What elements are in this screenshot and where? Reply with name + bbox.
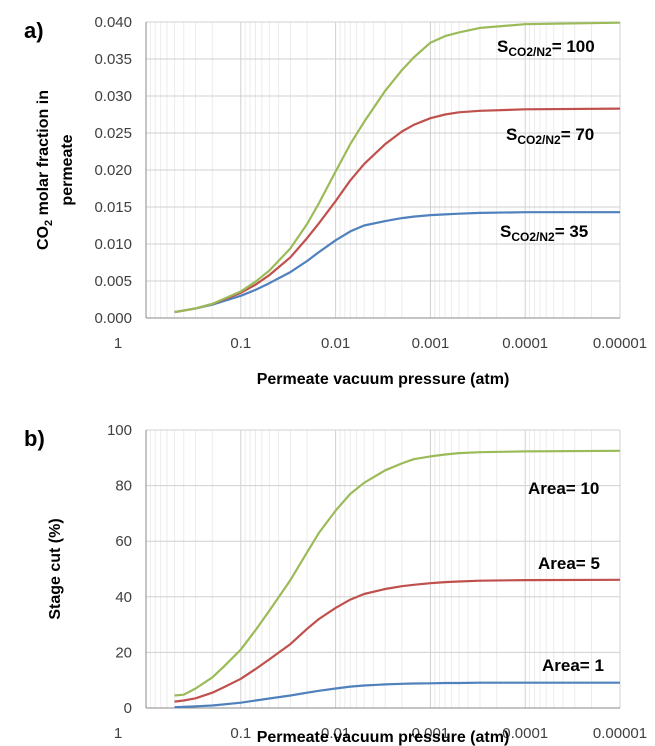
series-line-1: [174, 681, 620, 709]
series-annotation: Area= 10: [528, 479, 599, 498]
series-line-1: [174, 211, 620, 314]
x-tick-label: 0.01: [321, 725, 350, 742]
y-axis-title: Stage cut (%): [47, 518, 64, 619]
x-tick-label: 0.00001: [593, 725, 647, 742]
y-tick-label: 20: [115, 644, 132, 661]
y-tick-label: 0.040: [94, 14, 132, 31]
y-tick-label: 0.015: [94, 199, 132, 216]
x-tick-label: 0.01: [321, 335, 350, 352]
series-annotation: Area= 1: [542, 656, 604, 675]
series-annotation: SCO2/N2= 70: [506, 125, 594, 147]
panel-label: b): [24, 426, 45, 451]
x-tick-label: 0.1: [230, 725, 251, 742]
series-line-3: [174, 21, 621, 314]
y-tick-label: 80: [115, 478, 132, 495]
series-line-3: [174, 449, 621, 697]
y-tick-label: 0.030: [94, 88, 132, 105]
panel-b-stage-cut: 0 20 40 60 80 100 1 0.1 0.01 0.001 0.0001 0.00001 Ar…: [24, 422, 647, 746]
y-tick-label: 60: [115, 533, 132, 550]
y-tick-label: 0.005: [94, 273, 132, 290]
x-tick-label: 0.001: [412, 335, 450, 352]
x-tick-label: 0.1: [230, 335, 251, 352]
y-tick-label: 40: [115, 589, 132, 606]
x-tick-label: 0.001: [412, 725, 450, 742]
y-tick-label: 0.020: [94, 162, 132, 179]
x-tick-label: 0.0001: [502, 335, 548, 352]
panel-a-stage-molar-fraction: 0.000 0.005 0.010 0.015 0.020 0.025 0.030 0.035…: [24, 14, 647, 388]
x-tick-label: 1: [114, 335, 122, 352]
series-line-2: [174, 578, 621, 703]
x-axis-title: Permeate vacuum pressure (atm): [257, 729, 510, 746]
x-tick-label: 0.00001: [593, 335, 647, 352]
y-tick-label: 0: [124, 700, 132, 717]
x-tick-label: 1: [114, 725, 122, 742]
series-annotation: SCO2/N2= 100: [497, 37, 595, 59]
x-axis-title: Permeate vacuum pressure (atm): [257, 371, 510, 388]
series-annotation: Area= 5: [538, 554, 600, 573]
series-annotation: SCO2/N2= 35: [500, 222, 588, 244]
y-axis-title-line-2: permeate: [59, 134, 76, 205]
y-tick-label: 100: [107, 422, 132, 439]
y-tick-label: 0.000: [94, 310, 132, 327]
y-tick-label: 0.035: [94, 51, 132, 68]
x-tick-label: 0.0001: [502, 725, 548, 742]
y-axis-title-line-1: CO2 molar fraction in: [35, 90, 55, 250]
panel-label: a): [24, 18, 44, 43]
y-tick-label: 0.010: [94, 236, 132, 253]
y-tick-label: 0.025: [94, 125, 132, 142]
